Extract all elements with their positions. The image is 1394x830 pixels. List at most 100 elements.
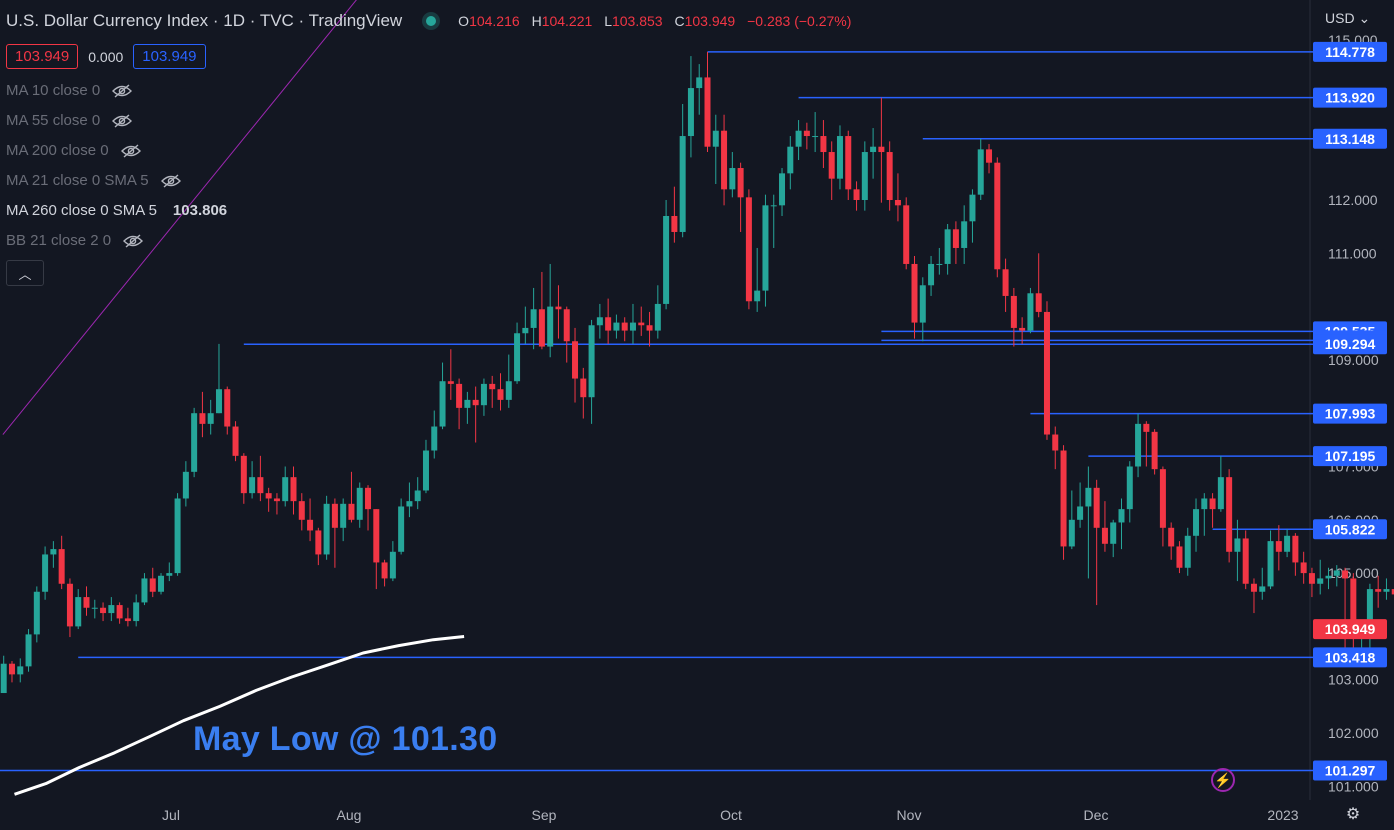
candle-body[interactable] [588,325,595,398]
sell-button[interactable]: 103.949 [6,44,79,69]
indicator-row[interactable]: MA 200 close 0 [6,142,141,159]
candle-body[interactable] [42,554,49,592]
candle-body[interactable] [331,503,338,528]
candle-body[interactable] [1077,506,1084,520]
candle-body[interactable] [240,455,247,494]
candle-body[interactable] [944,229,951,264]
candle-body[interactable] [779,173,786,206]
candle-body[interactable] [952,229,959,248]
candle-body[interactable] [555,306,562,310]
candle-body[interactable] [1035,293,1042,312]
candle-body[interactable] [1375,589,1382,592]
flash-icon[interactable]: ⚡ [1211,768,1235,792]
currency-selector[interactable]: USD ⌄ [1325,10,1370,27]
candle-body[interactable] [795,130,802,147]
candle-body[interactable] [836,136,843,179]
eye-hidden-icon[interactable] [120,143,141,158]
candle-body[interactable] [1300,562,1307,574]
candle-body[interactable] [199,413,206,424]
candle-body[interactable] [340,503,347,528]
candle-body[interactable] [572,341,579,379]
candle-body[interactable] [919,285,926,323]
candle-body[interactable] [704,77,711,147]
candle-body[interactable] [356,487,363,520]
candle-body[interactable] [712,130,719,147]
candle-body[interactable] [629,322,636,331]
candle-body[interactable] [1101,527,1108,544]
candle-body[interactable] [1151,431,1158,470]
candle-body[interactable] [1317,578,1324,584]
candle-body[interactable] [547,306,554,347]
gear-icon[interactable]: ⚙ [1345,806,1361,823]
candle-body[interactable] [1019,327,1026,331]
candle-body[interactable] [1292,535,1299,563]
candle-body[interactable] [323,503,330,555]
candle-body[interactable] [1242,538,1249,584]
candle-body[interactable] [861,152,868,200]
candle-body[interactable] [1193,509,1200,536]
candle-body[interactable] [787,146,794,174]
candle-body[interactable] [654,303,661,331]
candle-body[interactable] [729,168,736,190]
candle-body[interactable] [886,152,893,200]
candle-body[interactable] [1093,487,1100,528]
candle-body[interactable] [365,487,372,510]
candle-body[interactable] [381,562,388,579]
candle-body[interactable] [961,221,968,248]
candle-body[interactable] [58,549,65,584]
candle-body[interactable] [1284,535,1291,552]
candle-body[interactable] [191,413,198,472]
candle-body[interactable] [1275,541,1282,552]
candle-body[interactable] [1135,423,1142,467]
candle-body[interactable] [538,309,545,347]
candle-body[interactable] [456,383,463,408]
candle-body[interactable] [249,477,256,494]
candle-body[interactable] [820,136,827,153]
indicator-row[interactable]: MA 55 close 0 [6,112,133,129]
candle-body[interactable] [853,189,860,200]
buy-button[interactable]: 103.949 [133,44,206,69]
candle-body[interactable] [580,378,587,398]
candle-body[interactable] [464,399,471,408]
candle-body[interactable] [83,597,90,608]
candle-body[interactable] [596,317,603,326]
candle-body[interactable] [1126,466,1133,510]
candle-body[interactable] [1159,469,1166,528]
candle-body[interactable] [903,205,910,264]
candle-body[interactable] [273,498,280,502]
candle-body[interactable] [1027,293,1034,331]
candle-body[interactable] [414,490,421,502]
candle-body[interactable] [696,77,703,89]
candle-body[interactable] [1110,522,1117,544]
candle-body[interactable] [1350,578,1357,638]
candle-body[interactable] [282,477,289,502]
candle-body[interactable] [663,215,670,304]
candle-body[interactable] [621,322,628,331]
may-low-annotation[interactable]: May Low @ 101.30 [193,720,498,758]
candle-body[interactable] [1043,311,1050,435]
candle-body[interactable] [770,205,777,207]
candle-body[interactable] [133,602,140,622]
candle-body[interactable] [1118,509,1125,523]
indicator-row[interactable]: MA 10 close 0 [6,82,133,99]
candle-body[interactable] [878,146,885,153]
candle-body[interactable] [108,605,115,614]
candle-body[interactable] [1325,575,1332,579]
candle-body[interactable] [149,578,156,592]
candle-body[interactable] [1383,589,1390,592]
candle-body[interactable] [1060,450,1067,547]
trendline[interactable] [2,0,389,435]
candle-body[interactable] [431,426,438,451]
candle-body[interactable] [389,551,396,579]
candle-body[interactable] [182,471,189,499]
candle-body[interactable] [1250,583,1257,592]
candle-body[interactable] [563,309,570,342]
candle-body[interactable] [894,200,901,206]
candle-body[interactable] [1201,498,1208,510]
candle-body[interactable] [0,663,7,694]
candle-body[interactable] [1366,589,1373,635]
candle-body[interactable] [969,194,976,222]
candle-body[interactable] [911,263,918,323]
candle-body[interactable] [422,450,429,491]
candle-body[interactable] [348,503,355,520]
